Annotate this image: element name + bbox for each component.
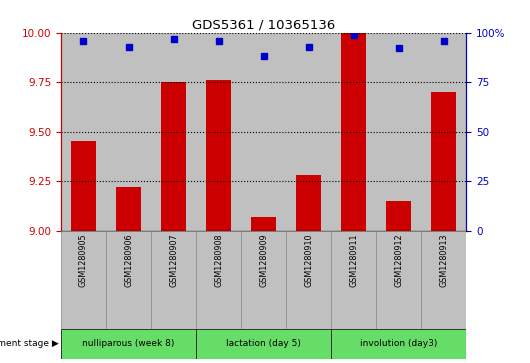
Text: lactation (day 5): lactation (day 5) bbox=[226, 339, 301, 348]
Text: GSM1280911: GSM1280911 bbox=[349, 233, 358, 287]
FancyBboxPatch shape bbox=[61, 231, 106, 329]
Bar bbox=[151, 33, 196, 231]
FancyBboxPatch shape bbox=[106, 231, 151, 329]
Bar bbox=[331, 33, 376, 231]
Bar bbox=[196, 33, 241, 231]
Text: GSM1280912: GSM1280912 bbox=[394, 233, 403, 287]
Bar bbox=[241, 33, 286, 231]
FancyBboxPatch shape bbox=[151, 231, 196, 329]
Bar bbox=[251, 217, 276, 231]
Bar bbox=[206, 80, 231, 231]
FancyBboxPatch shape bbox=[421, 231, 466, 329]
Bar bbox=[61, 33, 106, 231]
FancyBboxPatch shape bbox=[61, 329, 196, 359]
FancyBboxPatch shape bbox=[331, 329, 466, 359]
Text: GSM1280909: GSM1280909 bbox=[259, 233, 268, 287]
Text: GSM1280910: GSM1280910 bbox=[304, 233, 313, 287]
Bar bbox=[431, 92, 456, 231]
FancyBboxPatch shape bbox=[286, 231, 331, 329]
Text: GSM1280906: GSM1280906 bbox=[124, 233, 133, 287]
FancyBboxPatch shape bbox=[376, 231, 421, 329]
Text: GSM1280907: GSM1280907 bbox=[169, 233, 178, 287]
Bar bbox=[386, 201, 411, 231]
FancyBboxPatch shape bbox=[331, 231, 376, 329]
Bar bbox=[106, 33, 151, 231]
Text: GSM1280913: GSM1280913 bbox=[439, 233, 448, 287]
Bar bbox=[116, 187, 141, 231]
Text: involution (day3): involution (day3) bbox=[360, 339, 437, 348]
Bar bbox=[161, 82, 186, 231]
FancyBboxPatch shape bbox=[196, 231, 241, 329]
Bar bbox=[286, 33, 331, 231]
Bar bbox=[376, 33, 421, 231]
Bar bbox=[71, 142, 96, 231]
FancyBboxPatch shape bbox=[241, 231, 286, 329]
Text: GSM1280908: GSM1280908 bbox=[214, 233, 223, 287]
Text: nulliparous (week 8): nulliparous (week 8) bbox=[82, 339, 175, 348]
Text: GSM1280905: GSM1280905 bbox=[79, 233, 88, 287]
Title: GDS5361 / 10365136: GDS5361 / 10365136 bbox=[192, 19, 335, 32]
Bar bbox=[421, 33, 466, 231]
Bar bbox=[296, 175, 321, 231]
FancyBboxPatch shape bbox=[196, 329, 331, 359]
Bar bbox=[341, 33, 366, 231]
Text: development stage ▶: development stage ▶ bbox=[0, 339, 58, 348]
